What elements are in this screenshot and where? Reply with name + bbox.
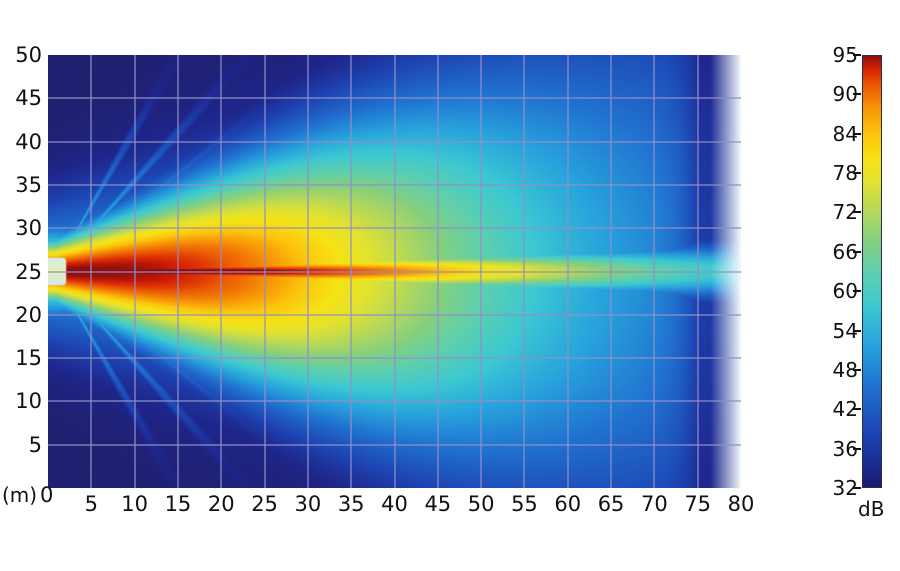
x-axis-tick-label: 75: [684, 492, 712, 516]
colorbar-unit-label: dB: [858, 497, 885, 521]
colorbar-tick-mark: [853, 93, 861, 96]
colorbar-tick-mark: [853, 54, 861, 56]
x-axis-tick-label: 5: [84, 492, 98, 516]
colorbar-tick-mark: [853, 487, 861, 489]
x-axis-tick-label: 10: [121, 492, 148, 516]
colorbar: 32 36 42 48 54 60 66 72 78 84 90 95: [833, 45, 882, 498]
colorbar-tick-label: 32: [832, 476, 858, 500]
colorbar-tick-mark: [853, 172, 861, 175]
x-axis-tick-label: 35: [337, 492, 365, 516]
colorbar-tick-mark: [853, 211, 861, 214]
y-axis-tick-label: 50: [15, 43, 42, 67]
axis-origin-label: 0: [40, 483, 54, 507]
x-axis-tick-label: 55: [511, 492, 538, 516]
x-axis-tick-label: 80: [727, 492, 755, 516]
y-axis-tick-label: 10: [15, 389, 42, 414]
colorbar-tick-mark: [853, 250, 861, 253]
colorbar-tick-label: 60: [832, 279, 858, 304]
y-axis-tick-label: 20: [15, 302, 42, 327]
y-axis-tick-label: 40: [15, 129, 42, 154]
colorbar-tick-mark: [853, 132, 861, 135]
x-axis-tick-label: 70: [641, 492, 668, 516]
x-axis-tick-label: 65: [597, 492, 625, 516]
colorbar-tick-mark: [853, 329, 861, 332]
y-axis-tick-label: 5: [28, 432, 42, 457]
x-axis-tick-label: 15: [164, 492, 192, 516]
x-axis-tick-label: 45: [424, 492, 452, 516]
colorbar-tick-label: 36: [832, 436, 858, 461]
colorbar-tick-mark: [853, 290, 861, 293]
colorbar-tick-label: 66: [832, 239, 858, 264]
colorbar-tick-label: 54: [832, 318, 858, 343]
colorbar-tick-label: 95: [832, 43, 858, 67]
y-axis-tick-label: 35: [15, 172, 42, 197]
colorbar-tick-mark: [853, 408, 861, 411]
colorbar-tick-label: 72: [832, 200, 858, 225]
x-axis-unit-label: (m): [2, 483, 38, 507]
colorbar-tick-mark: [853, 447, 861, 450]
y-axis-tick-label: 15: [15, 346, 42, 371]
x-axis-tick-label: 20: [207, 492, 235, 516]
colorbar-tick-label: 90: [832, 82, 858, 107]
x-axis-tick-label: 60: [554, 492, 582, 516]
y-axis-tick-label: 45: [15, 86, 42, 111]
x-axis-tick-label: 40: [381, 492, 408, 516]
colorbar-tick-label: 84: [832, 121, 858, 146]
colorbar-tick-label: 48: [832, 357, 858, 382]
colorbar-tick-label: 78: [832, 161, 858, 186]
colorbar-tick-mark: [853, 368, 861, 371]
colorbar-tick-label: 42: [832, 397, 858, 422]
x-axis-tick-label: 30: [294, 492, 322, 516]
y-axis-tick-label: 30: [15, 216, 42, 241]
x-axis-tick-label: 25: [251, 492, 278, 516]
x-axis-tick-label: 50: [467, 492, 495, 516]
colorbar-gradient: [862, 55, 882, 488]
y-axis-tick-label: 25: [15, 259, 42, 284]
